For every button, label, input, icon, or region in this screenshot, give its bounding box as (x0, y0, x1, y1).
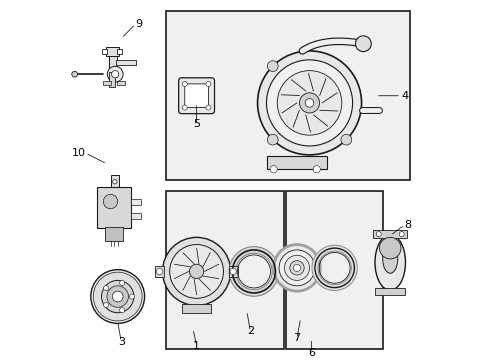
Circle shape (277, 71, 342, 135)
Bar (109, 72, 115, 87)
Circle shape (206, 81, 211, 86)
Text: 7: 7 (294, 333, 300, 343)
Bar (105, 227, 123, 241)
Circle shape (103, 302, 109, 307)
Bar (109, 55, 117, 74)
Bar (117, 49, 122, 54)
Text: 6: 6 (308, 348, 315, 358)
Circle shape (101, 280, 134, 313)
Bar (97, 187, 131, 228)
Circle shape (230, 268, 236, 275)
Bar (155, 266, 164, 277)
Ellipse shape (383, 244, 398, 273)
Text: 3: 3 (118, 337, 125, 347)
Text: 5: 5 (193, 120, 200, 129)
Bar (116, 59, 136, 65)
Circle shape (268, 61, 278, 72)
Circle shape (299, 93, 319, 113)
Circle shape (294, 264, 300, 271)
Text: 4: 4 (401, 91, 408, 101)
Circle shape (341, 134, 352, 145)
Circle shape (399, 231, 404, 237)
Circle shape (170, 244, 223, 298)
Circle shape (279, 250, 315, 286)
Bar (106, 47, 120, 56)
Bar (375, 288, 405, 295)
Circle shape (120, 308, 124, 313)
Circle shape (107, 286, 128, 307)
Circle shape (120, 280, 124, 285)
Bar (131, 213, 141, 220)
Text: 8: 8 (405, 220, 412, 230)
Bar (111, 175, 120, 189)
Circle shape (206, 105, 211, 110)
Circle shape (258, 51, 362, 155)
Bar (286, 191, 383, 348)
FancyBboxPatch shape (185, 84, 208, 108)
Text: 10: 10 (72, 148, 85, 158)
Circle shape (379, 237, 401, 259)
Circle shape (274, 244, 320, 291)
Text: 2: 2 (247, 326, 254, 336)
Circle shape (103, 285, 109, 291)
Circle shape (163, 237, 231, 306)
Circle shape (182, 105, 187, 110)
Circle shape (355, 36, 371, 51)
Circle shape (129, 294, 135, 299)
Ellipse shape (375, 235, 405, 290)
Bar (229, 266, 238, 277)
Circle shape (376, 231, 381, 237)
Bar (182, 304, 211, 313)
Circle shape (268, 134, 278, 145)
Circle shape (305, 99, 314, 107)
FancyBboxPatch shape (179, 78, 215, 114)
Bar (117, 81, 124, 85)
Circle shape (72, 71, 77, 77)
Circle shape (313, 166, 320, 173)
Circle shape (190, 264, 204, 279)
Circle shape (267, 60, 353, 146)
Bar (166, 191, 285, 348)
Bar (166, 12, 410, 180)
Circle shape (93, 272, 142, 321)
Circle shape (112, 291, 123, 302)
Bar (102, 49, 107, 54)
Circle shape (156, 268, 163, 275)
Bar (267, 156, 327, 169)
Circle shape (113, 180, 117, 184)
Text: 9: 9 (136, 19, 143, 29)
Circle shape (107, 66, 123, 82)
Circle shape (103, 194, 118, 209)
Circle shape (285, 255, 310, 280)
Circle shape (91, 270, 145, 323)
Bar (103, 81, 111, 85)
Circle shape (270, 166, 277, 173)
Bar (373, 230, 408, 238)
Text: 1: 1 (193, 341, 200, 351)
Circle shape (112, 71, 119, 78)
Circle shape (182, 81, 187, 86)
Bar (131, 199, 141, 205)
Circle shape (290, 261, 304, 275)
